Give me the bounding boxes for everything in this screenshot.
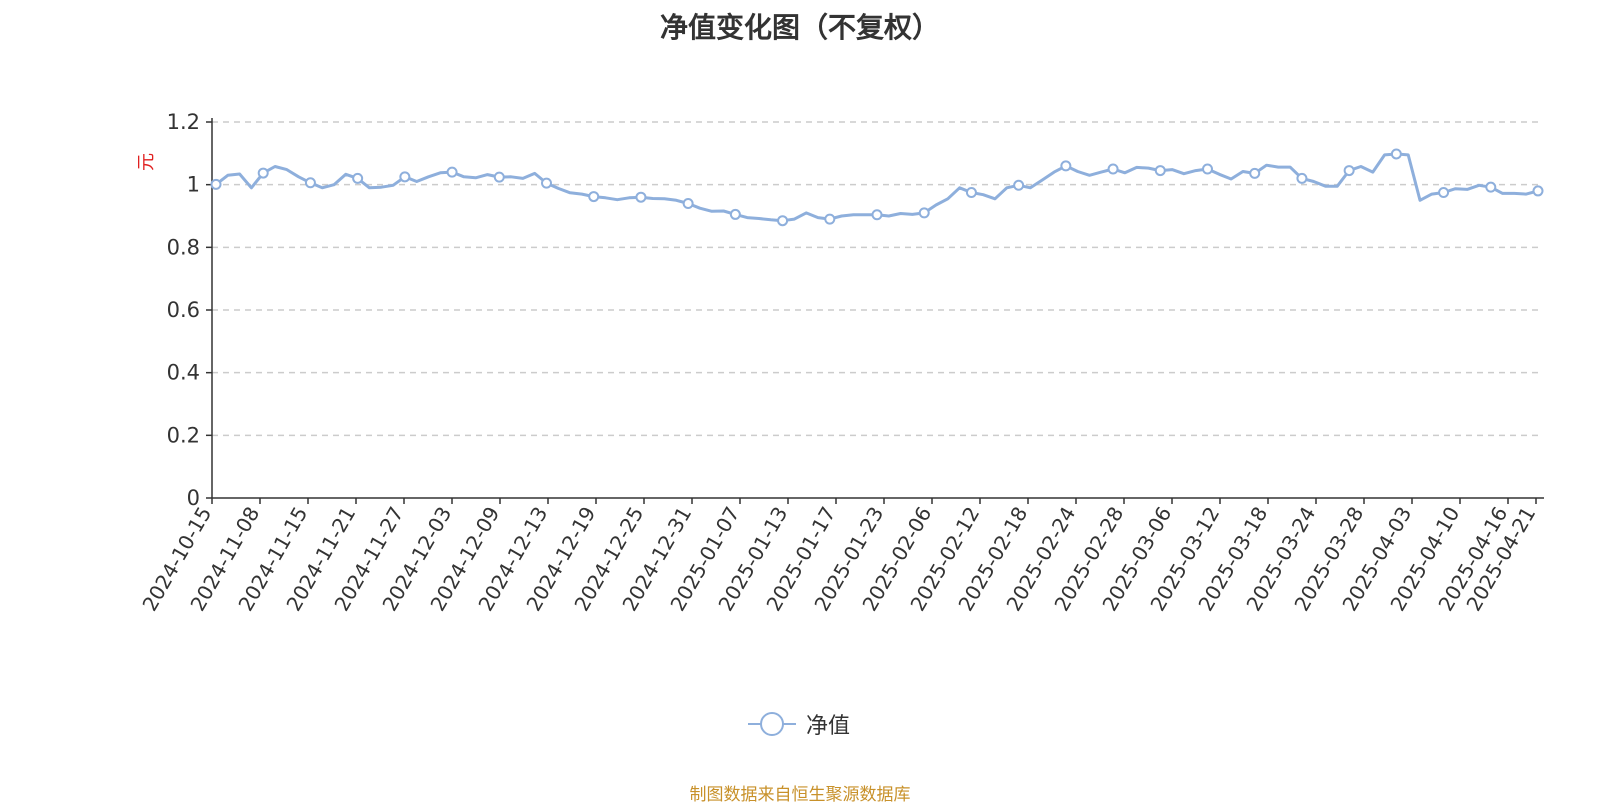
data-point[interactable] — [588, 191, 600, 203]
y-tick-label: 0 — [187, 486, 200, 510]
data-point[interactable] — [682, 197, 694, 209]
data-point[interactable] — [1485, 181, 1497, 193]
data-point[interactable] — [918, 207, 930, 219]
legend-line-marker-icon — [748, 712, 796, 736]
data-point[interactable] — [824, 213, 836, 225]
y-tick-label: 0.8 — [167, 235, 200, 259]
data-point[interactable] — [1249, 167, 1261, 179]
source-note: 制图数据来自恒生聚源数据库 — [689, 785, 911, 805]
data-point[interactable] — [257, 167, 269, 179]
data-point[interactable] — [635, 191, 647, 203]
data-point[interactable] — [1296, 172, 1308, 184]
legend-label: 净值 — [806, 714, 851, 739]
data-point[interactable] — [1532, 185, 1544, 197]
y-tick-label: 0.4 — [167, 361, 200, 385]
data-point[interactable] — [965, 187, 977, 198]
grid-lines — [212, 121, 1538, 437]
data-point[interactable] — [352, 172, 364, 184]
data-point[interactable] — [304, 177, 316, 189]
data-point[interactable] — [1013, 179, 1025, 191]
data-point[interactable] — [777, 215, 789, 227]
y-tick-label: 0.6 — [167, 298, 200, 322]
x-tick-labels: 2024-10-152024-11-082024-11-152024-11-21… — [137, 503, 1540, 616]
chart-title: 净值变化图（不复权） — [659, 11, 940, 44]
data-point[interactable] — [871, 209, 883, 221]
data-point[interactable] — [493, 171, 505, 183]
y-tick-label: 0.2 — [167, 423, 200, 447]
legend[interactable]: 净值 — [748, 708, 850, 740]
data-point[interactable] — [1154, 165, 1166, 177]
data-point[interactable] — [1343, 165, 1355, 177]
y-axis-unit-label: 元 — [136, 153, 157, 171]
series-line-group — [210, 148, 1544, 227]
data-point[interactable] — [1060, 160, 1072, 172]
data-point[interactable] — [541, 177, 552, 189]
data-point[interactable] — [399, 171, 411, 183]
data-point[interactable] — [1438, 187, 1450, 198]
data-point[interactable] — [729, 208, 741, 220]
data-point[interactable] — [1390, 148, 1402, 160]
data-point[interactable] — [210, 178, 222, 190]
y-tick-labels: 0 0.2 0.4 0.6 0.8 1 1.2 — [167, 110, 200, 510]
data-point[interactable] — [1107, 163, 1119, 175]
y-tick-label: 1 — [187, 173, 200, 197]
data-point[interactable] — [446, 166, 458, 178]
data-point[interactable] — [1202, 163, 1213, 175]
y-tick-label: 1.2 — [167, 110, 200, 134]
